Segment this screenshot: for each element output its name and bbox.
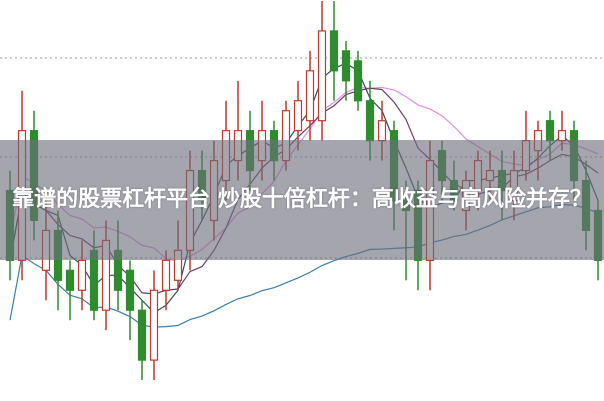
candle-down [545,120,555,142]
candle-down [341,50,351,82]
candle-down [125,269,135,311]
candle-up [149,289,159,361]
article-title: 靠谱的股票杠杆平台 炒股十倍杠杆：高收益与高风险并存？ [12,187,592,212]
candle-up [77,259,87,291]
candle-up [161,259,171,291]
candle-down [137,309,147,361]
candle-up [317,30,327,122]
candle-down [65,269,75,291]
candle-up [305,70,315,122]
candle-down [365,100,375,142]
candle-up [377,120,387,142]
candle-down [329,30,339,72]
candle-down [353,60,363,102]
candle-up [293,100,303,132]
title-banner: 靠谱的股票杠杆平台 炒股十倍杠杆：高收益与高风险并存？ [0,140,604,260]
